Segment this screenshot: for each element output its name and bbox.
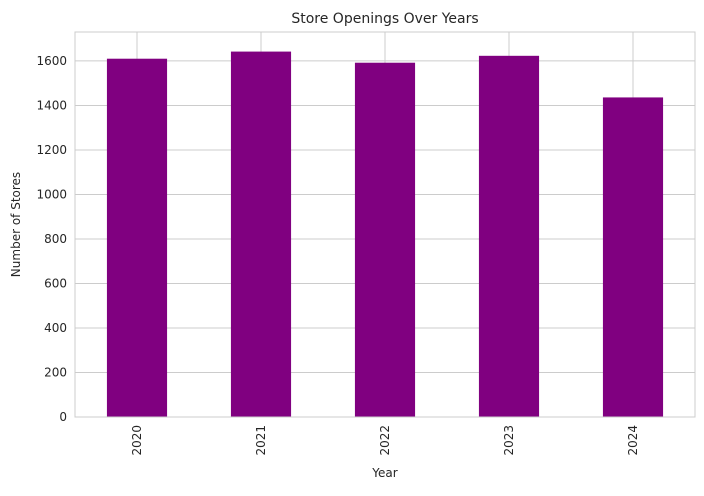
y-axis-title: Number of Stores — [9, 172, 23, 277]
y-tick-labels: 0 200 400 600 800 1000 1200 1400 1600 — [36, 54, 67, 424]
bar-2023 — [478, 55, 540, 418]
x-tick-label-2023: 2023 — [502, 425, 516, 456]
x-tick-label-2021: 2021 — [254, 425, 268, 456]
x-tick-label-2024: 2024 — [626, 425, 640, 456]
chart-title: Store Openings Over Years — [291, 11, 478, 27]
plot-frame — [74, 31, 696, 418]
bar-2021 — [230, 51, 292, 418]
bar-2022 — [354, 62, 416, 417]
x-tick-label-2022: 2022 — [378, 425, 392, 456]
y-tick-label: 1600 — [36, 54, 67, 68]
y-tick-label: 1000 — [36, 187, 67, 201]
x-tick-labels: 2020 2021 2022 2023 2024 — [130, 425, 640, 456]
x-axis-title: Year — [371, 466, 397, 480]
y-tick-label: 1400 — [36, 98, 67, 112]
bar-2024 — [602, 97, 664, 418]
bars — [106, 51, 664, 418]
y-tick-label: 200 — [44, 365, 67, 379]
y-tick-label: 1200 — [36, 143, 67, 157]
y-tick-label: 0 — [59, 410, 67, 424]
y-tick-label: 800 — [44, 232, 67, 246]
x-tick-label-2020: 2020 — [130, 425, 144, 456]
bar-2020 — [106, 58, 168, 418]
y-tick-label: 400 — [44, 321, 67, 335]
y-tick-label: 600 — [44, 276, 67, 290]
